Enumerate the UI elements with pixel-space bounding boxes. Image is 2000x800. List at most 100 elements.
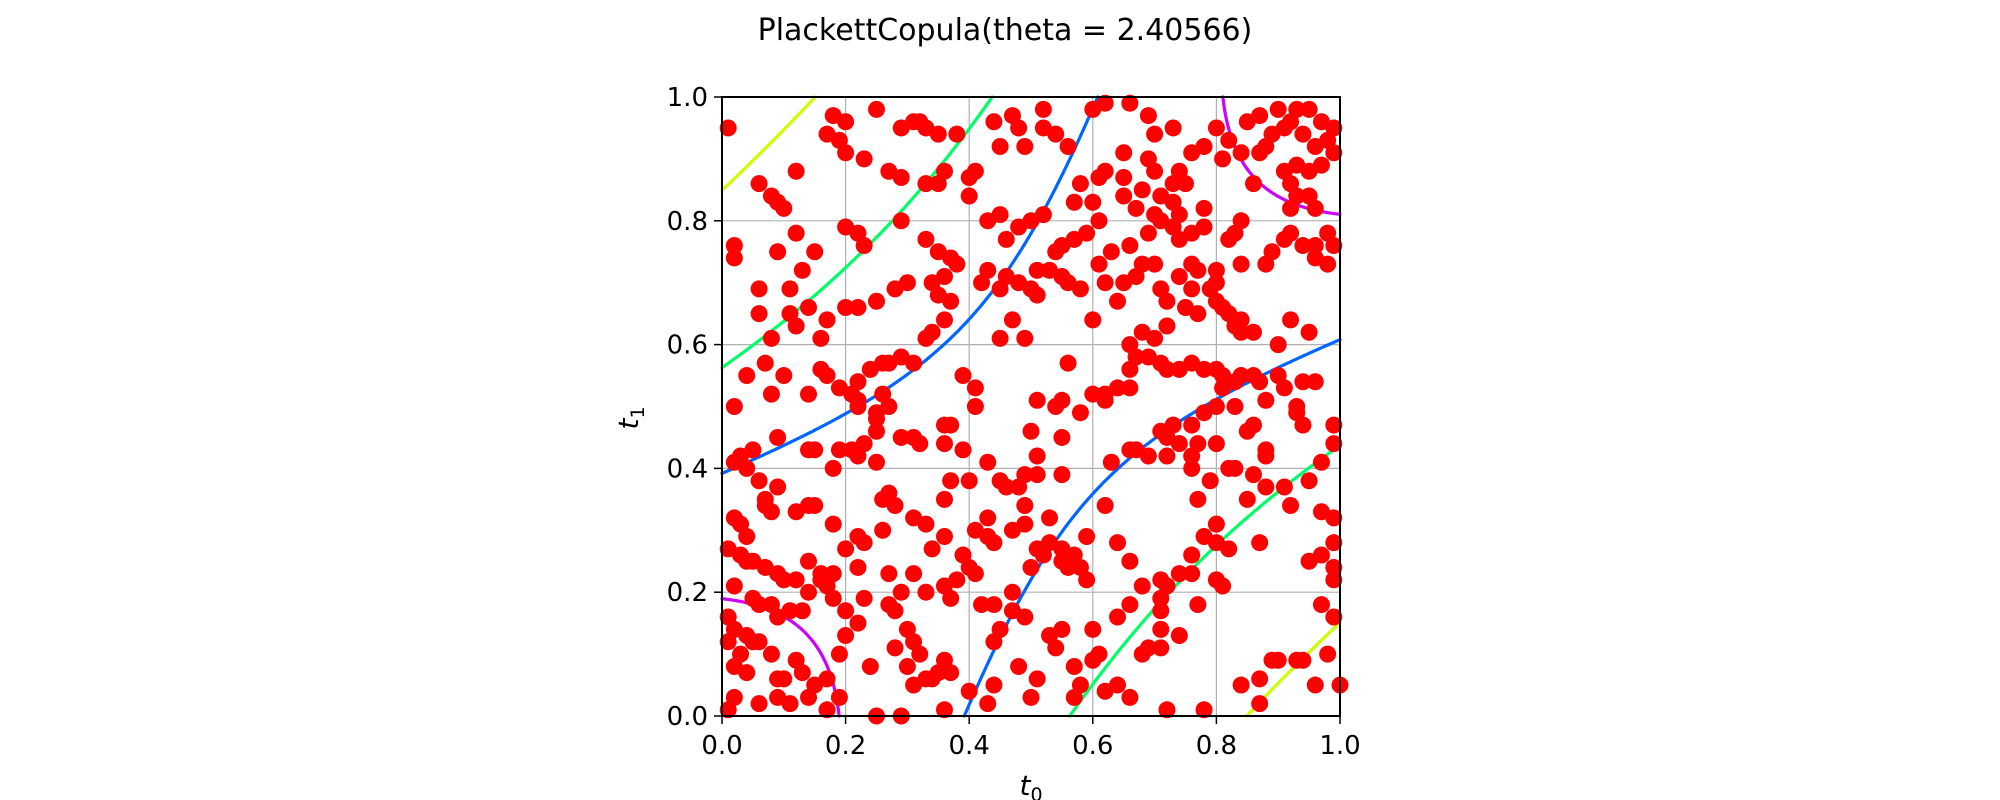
scatter-point: [892, 212, 910, 230]
scatter-point: [1306, 199, 1324, 217]
scatter-point: [1078, 527, 1096, 545]
scatter-point: [837, 627, 855, 645]
scatter-point: [1170, 627, 1188, 645]
scatter-point: [1312, 156, 1330, 174]
scatter-point: [1207, 119, 1225, 137]
scatter-point: [861, 657, 879, 675]
scatter-point: [1275, 379, 1293, 397]
scatter-point: [719, 119, 737, 137]
scatter-point: [738, 367, 756, 385]
scatter-point: [985, 596, 1003, 614]
scatter-point: [793, 664, 811, 682]
scatter-point: [1226, 398, 1244, 415]
scatter-point: [1158, 360, 1176, 378]
scatter-point: [1115, 168, 1133, 186]
scatter-point: [1146, 162, 1164, 180]
scatter-point: [1152, 639, 1170, 657]
scatter-point: [1028, 466, 1046, 484]
scatter-point: [1257, 478, 1275, 496]
scatter-point: [1183, 280, 1201, 298]
scatter-point: [1189, 261, 1207, 279]
scatter-point: [1238, 490, 1256, 508]
scatter-point: [855, 589, 873, 607]
scatter-point: [719, 633, 737, 651]
x-tick-label: 0.0: [701, 731, 742, 761]
scatter-point: [725, 237, 743, 255]
scatter-point: [787, 224, 805, 242]
scatter-point: [979, 695, 997, 713]
scatter-point: [935, 701, 953, 719]
scatter-point: [997, 230, 1015, 248]
scatter-point: [1022, 422, 1040, 440]
scatter-point: [1158, 292, 1176, 310]
scatter-point: [1053, 540, 1071, 558]
scatter-point: [1121, 596, 1139, 614]
scatter-point: [1127, 199, 1145, 217]
scatter-point: [905, 676, 923, 694]
scatter-point: [1071, 404, 1089, 422]
scatter-point: [837, 144, 855, 162]
scatter-point: [1158, 317, 1176, 335]
scatter-point: [787, 162, 805, 180]
scatter-point: [1102, 243, 1120, 261]
scatter-point: [985, 534, 1003, 552]
scatter-point: [1133, 323, 1151, 341]
scatter-point: [917, 230, 935, 248]
scatter-point: [806, 497, 824, 515]
y-tick-label: 0.0: [667, 702, 708, 732]
scatter-point: [1065, 657, 1083, 675]
scatter-point: [1207, 515, 1225, 533]
scatter-point: [1041, 261, 1059, 279]
scatter-point: [725, 249, 743, 267]
x-axis-label: t0: [1019, 769, 1042, 800]
scatter-point: [1269, 100, 1287, 118]
scatter-point: [1133, 255, 1151, 273]
scatter-point: [1232, 676, 1250, 694]
scatter-point: [1003, 583, 1021, 601]
scatter-point: [1090, 212, 1108, 230]
scatter-point: [1183, 459, 1201, 477]
scatter-point: [750, 633, 768, 651]
scatter-point: [719, 540, 737, 558]
scatter-point: [781, 280, 799, 298]
scatter-point: [1096, 94, 1114, 112]
scatter-point: [1269, 651, 1287, 669]
y-tick-label: 0.2: [667, 578, 708, 608]
scatter-point: [1294, 373, 1312, 391]
x-tick-label: 0.2: [825, 731, 866, 761]
scatter-point: [1312, 596, 1330, 614]
scatter-point: [855, 237, 873, 255]
scatter-point: [849, 558, 867, 576]
scatter-point: [985, 676, 1003, 694]
scatter-point: [1312, 503, 1330, 521]
scatter-point: [1065, 688, 1083, 706]
scatter-point: [824, 589, 842, 607]
y-tick-label: 0.8: [667, 207, 708, 237]
scatter-point: [1325, 558, 1343, 576]
scatter-point: [935, 162, 953, 180]
scatter-point: [1109, 608, 1127, 626]
contour-level-1: [720, 95, 1342, 718]
scatter-point: [1214, 150, 1232, 168]
scatter-point: [769, 688, 787, 706]
scatter-point: [830, 645, 848, 663]
contour-lines: [720, 95, 1342, 718]
scatter-point: [1269, 336, 1287, 354]
scatter-point: [1294, 237, 1312, 255]
scatter-point: [1090, 255, 1108, 273]
x-tick-label: 0.8: [1196, 731, 1237, 761]
scatter-point: [793, 602, 811, 620]
scatter-point: [861, 360, 879, 378]
scatter-point: [935, 311, 953, 329]
scatter-point: [769, 243, 787, 261]
scatter-point: [1016, 497, 1034, 515]
scatter-point: [880, 565, 898, 583]
scatter-point: [719, 701, 737, 719]
scatter-point: [1121, 360, 1139, 378]
x-tick-label: 1.0: [1319, 731, 1360, 761]
scatter-point: [991, 329, 1009, 347]
scatter-point: [837, 298, 855, 316]
scatter-point: [1010, 657, 1028, 675]
y-axis-label-subscript: 1: [627, 406, 649, 418]
scatter-point: [1115, 144, 1133, 162]
